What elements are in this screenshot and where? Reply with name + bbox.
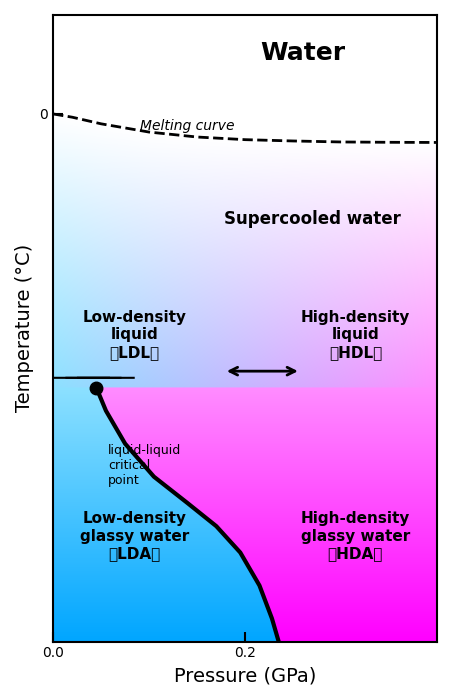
Text: Low-density
liquid
（LDL）: Low-density liquid （LDL） [83,310,186,360]
Text: High-density
liquid
（HDL）: High-density liquid （HDL） [300,310,409,360]
Text: Melting curve: Melting curve [139,119,234,133]
Text: High-density
glassy water
（HDA）: High-density glassy water （HDA） [300,511,409,561]
Text: liquid-liquid
critical
point: liquid-liquid critical point [108,444,181,486]
Text: Low-density
glassy water
（LDA）: Low-density glassy water （LDA） [80,511,189,561]
X-axis label: Pressure (GPa): Pressure (GPa) [174,666,316,685]
Y-axis label: Temperature (°C): Temperature (°C) [15,244,34,412]
Text: Water: Water [259,41,345,65]
Text: Supercooled water: Supercooled water [223,211,400,228]
